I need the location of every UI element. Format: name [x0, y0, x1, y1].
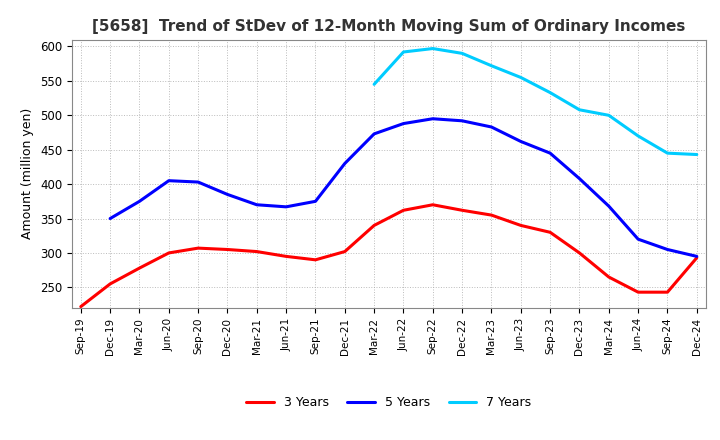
5 Years [458, 118, 467, 124]
7 Years [370, 82, 379, 87]
7 Years [428, 46, 437, 51]
7 Years [546, 90, 554, 95]
7 Years [458, 51, 467, 56]
3 Years [663, 290, 672, 295]
Legend: 3 Years, 5 Years, 7 Years: 3 Years, 5 Years, 7 Years [241, 392, 536, 414]
7 Years [605, 113, 613, 118]
3 Years [458, 208, 467, 213]
3 Years [253, 249, 261, 254]
3 Years [693, 255, 701, 260]
5 Years [487, 125, 496, 130]
5 Years [693, 254, 701, 259]
3 Years [516, 223, 525, 228]
5 Years [253, 202, 261, 207]
Line: 3 Years: 3 Years [81, 205, 697, 307]
3 Years [399, 208, 408, 213]
Title: [5658]  Trend of StDev of 12-Month Moving Sum of Ordinary Incomes: [5658] Trend of StDev of 12-Month Moving… [92, 19, 685, 34]
3 Years [341, 249, 349, 254]
7 Years [516, 75, 525, 80]
3 Years [106, 281, 114, 286]
5 Years [399, 121, 408, 126]
3 Years [194, 246, 202, 251]
7 Years [634, 133, 642, 139]
5 Years [194, 180, 202, 185]
5 Years [605, 204, 613, 209]
3 Years [223, 247, 232, 252]
7 Years [663, 150, 672, 156]
5 Years [164, 178, 173, 183]
5 Years [575, 176, 584, 181]
3 Years [76, 304, 85, 309]
5 Years [663, 247, 672, 252]
3 Years [135, 265, 144, 271]
7 Years [399, 49, 408, 55]
3 Years [487, 213, 496, 218]
5 Years [516, 139, 525, 144]
7 Years [693, 152, 701, 157]
5 Years [634, 237, 642, 242]
5 Years [223, 192, 232, 197]
3 Years [546, 230, 554, 235]
7 Years [575, 107, 584, 113]
7 Years [487, 63, 496, 68]
3 Years [164, 250, 173, 256]
3 Years [575, 250, 584, 256]
3 Years [605, 275, 613, 280]
Y-axis label: Amount (million yen): Amount (million yen) [22, 108, 35, 239]
3 Years [370, 223, 379, 228]
5 Years [428, 116, 437, 121]
3 Years [282, 254, 290, 259]
5 Years [370, 131, 379, 136]
5 Years [282, 204, 290, 209]
5 Years [546, 150, 554, 156]
5 Years [311, 199, 320, 204]
5 Years [341, 161, 349, 166]
3 Years [428, 202, 437, 207]
3 Years [311, 257, 320, 263]
5 Years [135, 199, 144, 204]
5 Years [106, 216, 114, 221]
3 Years [634, 290, 642, 295]
Line: 7 Years: 7 Years [374, 48, 697, 154]
Line: 5 Years: 5 Years [110, 119, 697, 257]
